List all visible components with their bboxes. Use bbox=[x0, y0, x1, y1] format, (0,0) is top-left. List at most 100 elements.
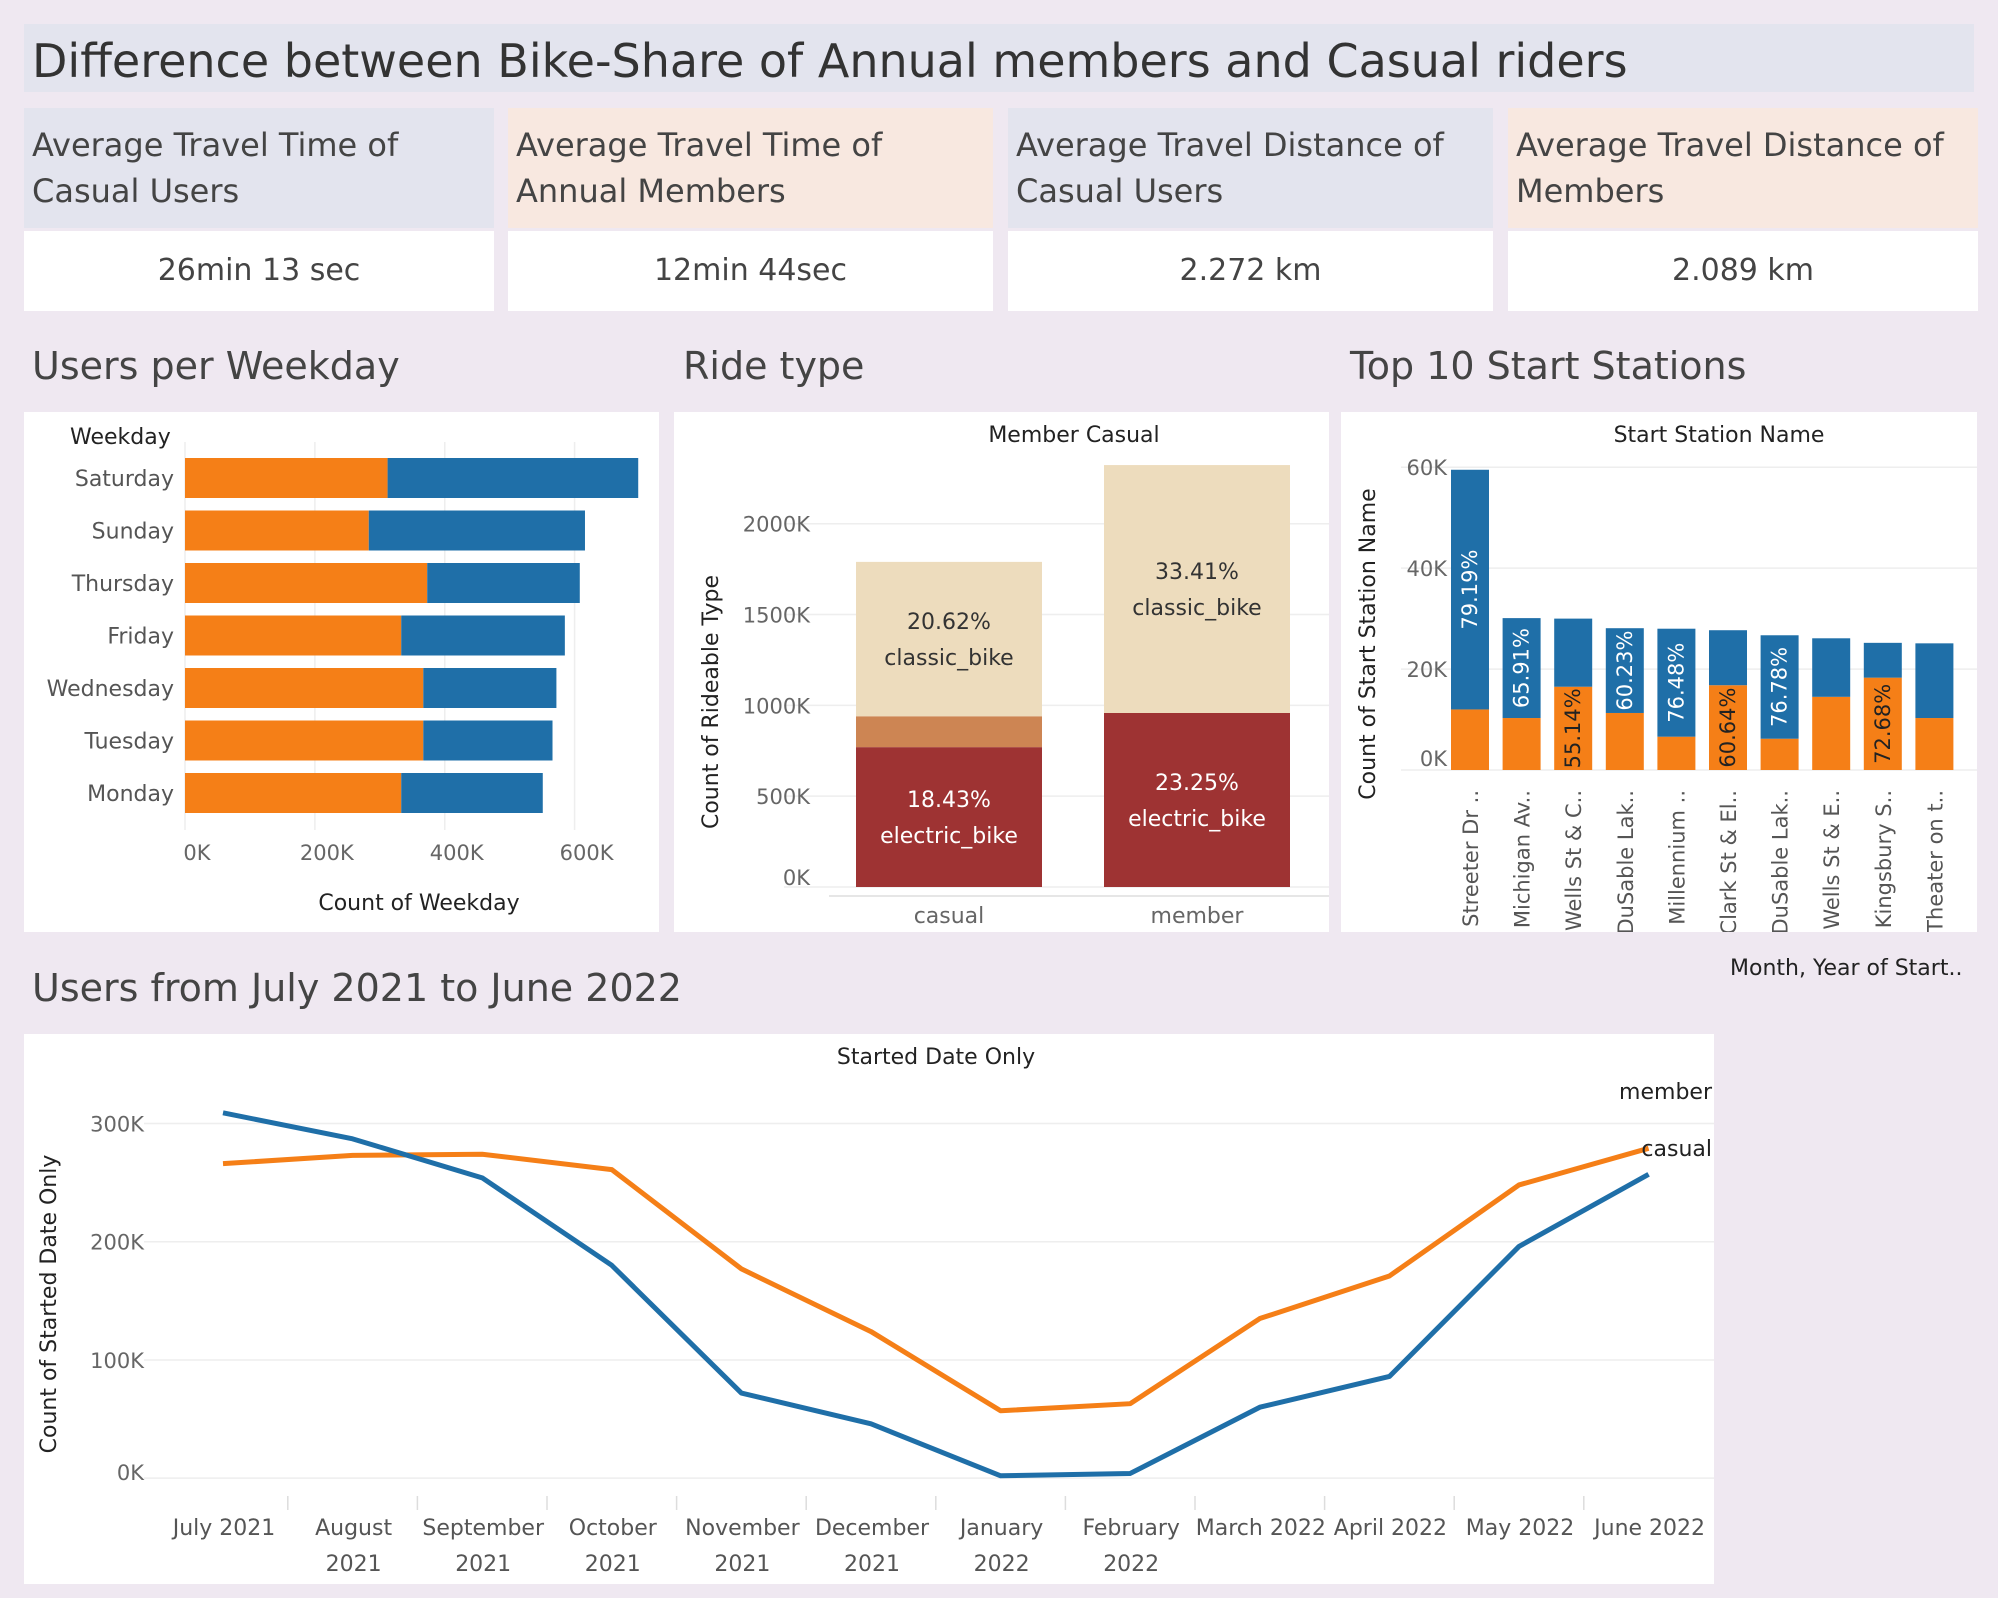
weekday-bar-segment bbox=[185, 668, 424, 708]
kpi-casual-time-value: 26min 13 sec bbox=[24, 231, 494, 311]
station-bar-segment bbox=[1760, 635, 1799, 739]
bar-percent-label: 72.68% bbox=[1871, 684, 1895, 764]
station-bar-segment bbox=[1915, 643, 1954, 719]
y-tick-label: 2000K bbox=[743, 513, 811, 537]
segment-type-label: classic_bike bbox=[884, 646, 1013, 671]
bar-percent-label: 60.64% bbox=[1716, 688, 1740, 768]
x-axis-label: Count of Weekday bbox=[318, 891, 519, 916]
weekday-bar-segment bbox=[185, 720, 424, 761]
y-tick-label: 1500K bbox=[743, 604, 811, 628]
x-tick-label: 600K bbox=[560, 841, 615, 865]
kpi-member-time-header: Average Travel Time of Annual Members bbox=[508, 108, 993, 228]
ride-bar-segment bbox=[856, 747, 1042, 887]
y-tick-label: 20K bbox=[1407, 658, 1449, 682]
bar-percent-label: 55.14% bbox=[1561, 688, 1585, 768]
weekday-bar-segment bbox=[185, 563, 428, 603]
station-bar-segment bbox=[1451, 469, 1489, 710]
station-name-label: DuSable Lak.. bbox=[1614, 790, 1638, 932]
kpi-casual-time-header: Average Travel Time of Casual Users bbox=[24, 108, 494, 228]
station-bar-segment bbox=[1554, 686, 1593, 770]
section-title-ride-type: Ride type bbox=[683, 344, 865, 388]
station-bar-segment bbox=[1863, 677, 1902, 770]
month-label: February 2022 bbox=[1082, 1516, 1180, 1577]
y-axis-label: Count of Start Station Name bbox=[1356, 488, 1381, 799]
dashboard-title: Difference between Bike-Share of Annual … bbox=[32, 34, 1628, 88]
y-tick-label: 40K bbox=[1407, 557, 1449, 581]
station-name-label: Millennium .. bbox=[1665, 790, 1689, 925]
dashboard-title-bar: Difference between Bike-Share of Annual … bbox=[24, 24, 1974, 92]
weekday-header: Weekday bbox=[70, 425, 171, 450]
kpi-member-distance-header: Average Travel Distance of Members bbox=[1508, 108, 1978, 228]
y-axis-label: Count of Started Date Only bbox=[37, 1155, 62, 1454]
weekday-label: Wednesday bbox=[47, 677, 174, 702]
station-bar-segment bbox=[1605, 628, 1644, 713]
bar-percent-label: 79.19% bbox=[1458, 550, 1482, 630]
month-label: March 2022 bbox=[1196, 1516, 1326, 1541]
weekday-bar-segment bbox=[185, 615, 402, 656]
month-label: November 2021 bbox=[685, 1516, 800, 1577]
station-name-label: DuSable Lak.. bbox=[1769, 790, 1793, 932]
monthly-line-chart: Started Date Only 0K 100K 200K 300K Count of … bbox=[24, 1034, 1714, 1584]
station-bar-segment bbox=[1760, 738, 1799, 770]
station-bar-segment bbox=[1863, 642, 1902, 678]
kpi-label: Average Travel Distance of Members bbox=[1516, 126, 1944, 210]
y-tick-label: 0K bbox=[783, 866, 811, 890]
segment-percent-label: 20.62% bbox=[907, 610, 991, 635]
kpi-label: Average Travel Distance of Casual Users bbox=[1016, 126, 1444, 210]
station-bar-segment bbox=[1657, 736, 1696, 770]
weekday-bar-segment bbox=[387, 458, 639, 498]
line-legend-title: Month, Year of Start.. bbox=[1730, 956, 1963, 981]
kpi-casual-distance-value: 2.272 km bbox=[1008, 231, 1493, 311]
weekday-label: Monday bbox=[87, 782, 174, 807]
segment-percent-label: 18.43% bbox=[907, 788, 991, 813]
segment-percent-label: 33.41% bbox=[1155, 560, 1239, 585]
station-bar-segment bbox=[1915, 718, 1954, 770]
section-title-weekday: Users per Weekday bbox=[32, 344, 400, 388]
y-tick-label: 100K bbox=[90, 1349, 145, 1373]
weekday-label: Saturday bbox=[75, 467, 174, 492]
kpi-member-time-value: 12min 44sec bbox=[508, 231, 993, 311]
station-bar-segment bbox=[1812, 696, 1851, 770]
weekday-label: Thursday bbox=[71, 572, 174, 597]
weekday-label: Tuesday bbox=[83, 730, 174, 755]
y-tick-label: 500K bbox=[756, 785, 811, 809]
ride-bar-segment bbox=[856, 561, 1042, 717]
weekday-label: Friday bbox=[107, 625, 174, 650]
weekday-bar-segment bbox=[401, 615, 565, 656]
month-label: July 2021 bbox=[171, 1516, 276, 1541]
category-label: member bbox=[1151, 904, 1245, 929]
month-label: June 2022 bbox=[1592, 1516, 1705, 1541]
y-tick-label: 0K bbox=[117, 1461, 145, 1485]
station-bar-segment bbox=[1502, 718, 1541, 770]
bar-percent-label: 76.48% bbox=[1664, 643, 1688, 723]
station-bar-segment bbox=[1812, 638, 1851, 697]
segment-type-label: electric_bike bbox=[880, 824, 1018, 849]
series-line-casual bbox=[222, 1110, 1650, 1479]
station-name-label: Clark St & El.. bbox=[1717, 790, 1741, 932]
y-tick-label: 1000K bbox=[743, 694, 811, 718]
weekday-bar-segment bbox=[185, 458, 388, 498]
y-tick-label: 200K bbox=[90, 1231, 145, 1255]
series-end-label: member bbox=[1619, 1080, 1713, 1105]
series-end-label: casual bbox=[1641, 1137, 1712, 1162]
station-name-label: Theater on t.. bbox=[1923, 790, 1947, 932]
kpi-casual-distance-header: Average Travel Distance of Casual Users bbox=[1008, 108, 1493, 228]
station-name-label: Kingsbury S.. bbox=[1872, 790, 1896, 928]
x-tick-label: 0K bbox=[183, 841, 211, 865]
bar-percent-label: 76.78% bbox=[1768, 647, 1792, 727]
y-tick-label: 0K bbox=[1420, 747, 1448, 771]
station-bar-segment bbox=[1502, 618, 1541, 719]
weekday-bar-segment bbox=[427, 563, 580, 603]
kpi-member-distance-value: 2.089 km bbox=[1508, 231, 1978, 311]
station-name-label: Wells St & C.. bbox=[1562, 790, 1586, 931]
ride-bar-segment bbox=[856, 716, 1042, 748]
station-bar-segment bbox=[1709, 685, 1747, 770]
y-axis-label: Count of Rideable Type bbox=[699, 575, 724, 829]
ride-header: Member Casual bbox=[988, 423, 1159, 448]
weekday-bar-chart: Weekday 0K 200K 400K 600K Count of Weekday Sat… bbox=[24, 412, 659, 932]
month-label: September 2021 bbox=[422, 1516, 545, 1577]
kpi-label: Average Travel Time of Casual Users bbox=[32, 126, 399, 210]
bar-percent-label: 65.91% bbox=[1510, 628, 1534, 708]
ride-type-bar-chart: Member Casual 0K 500K 1000K 1500K 2000K Count … bbox=[674, 412, 1329, 932]
month-label: December 2021 bbox=[815, 1516, 930, 1577]
